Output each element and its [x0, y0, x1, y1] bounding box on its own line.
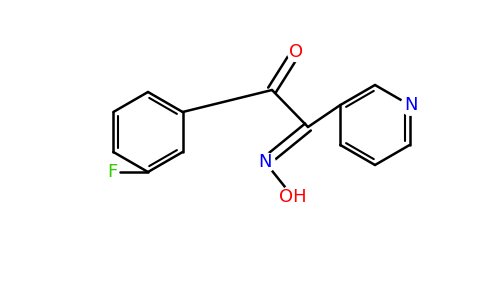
Text: O: O — [289, 43, 303, 61]
Text: F: F — [107, 163, 117, 181]
Text: N: N — [404, 96, 417, 114]
Text: OH: OH — [279, 188, 307, 206]
Text: N: N — [258, 153, 272, 171]
